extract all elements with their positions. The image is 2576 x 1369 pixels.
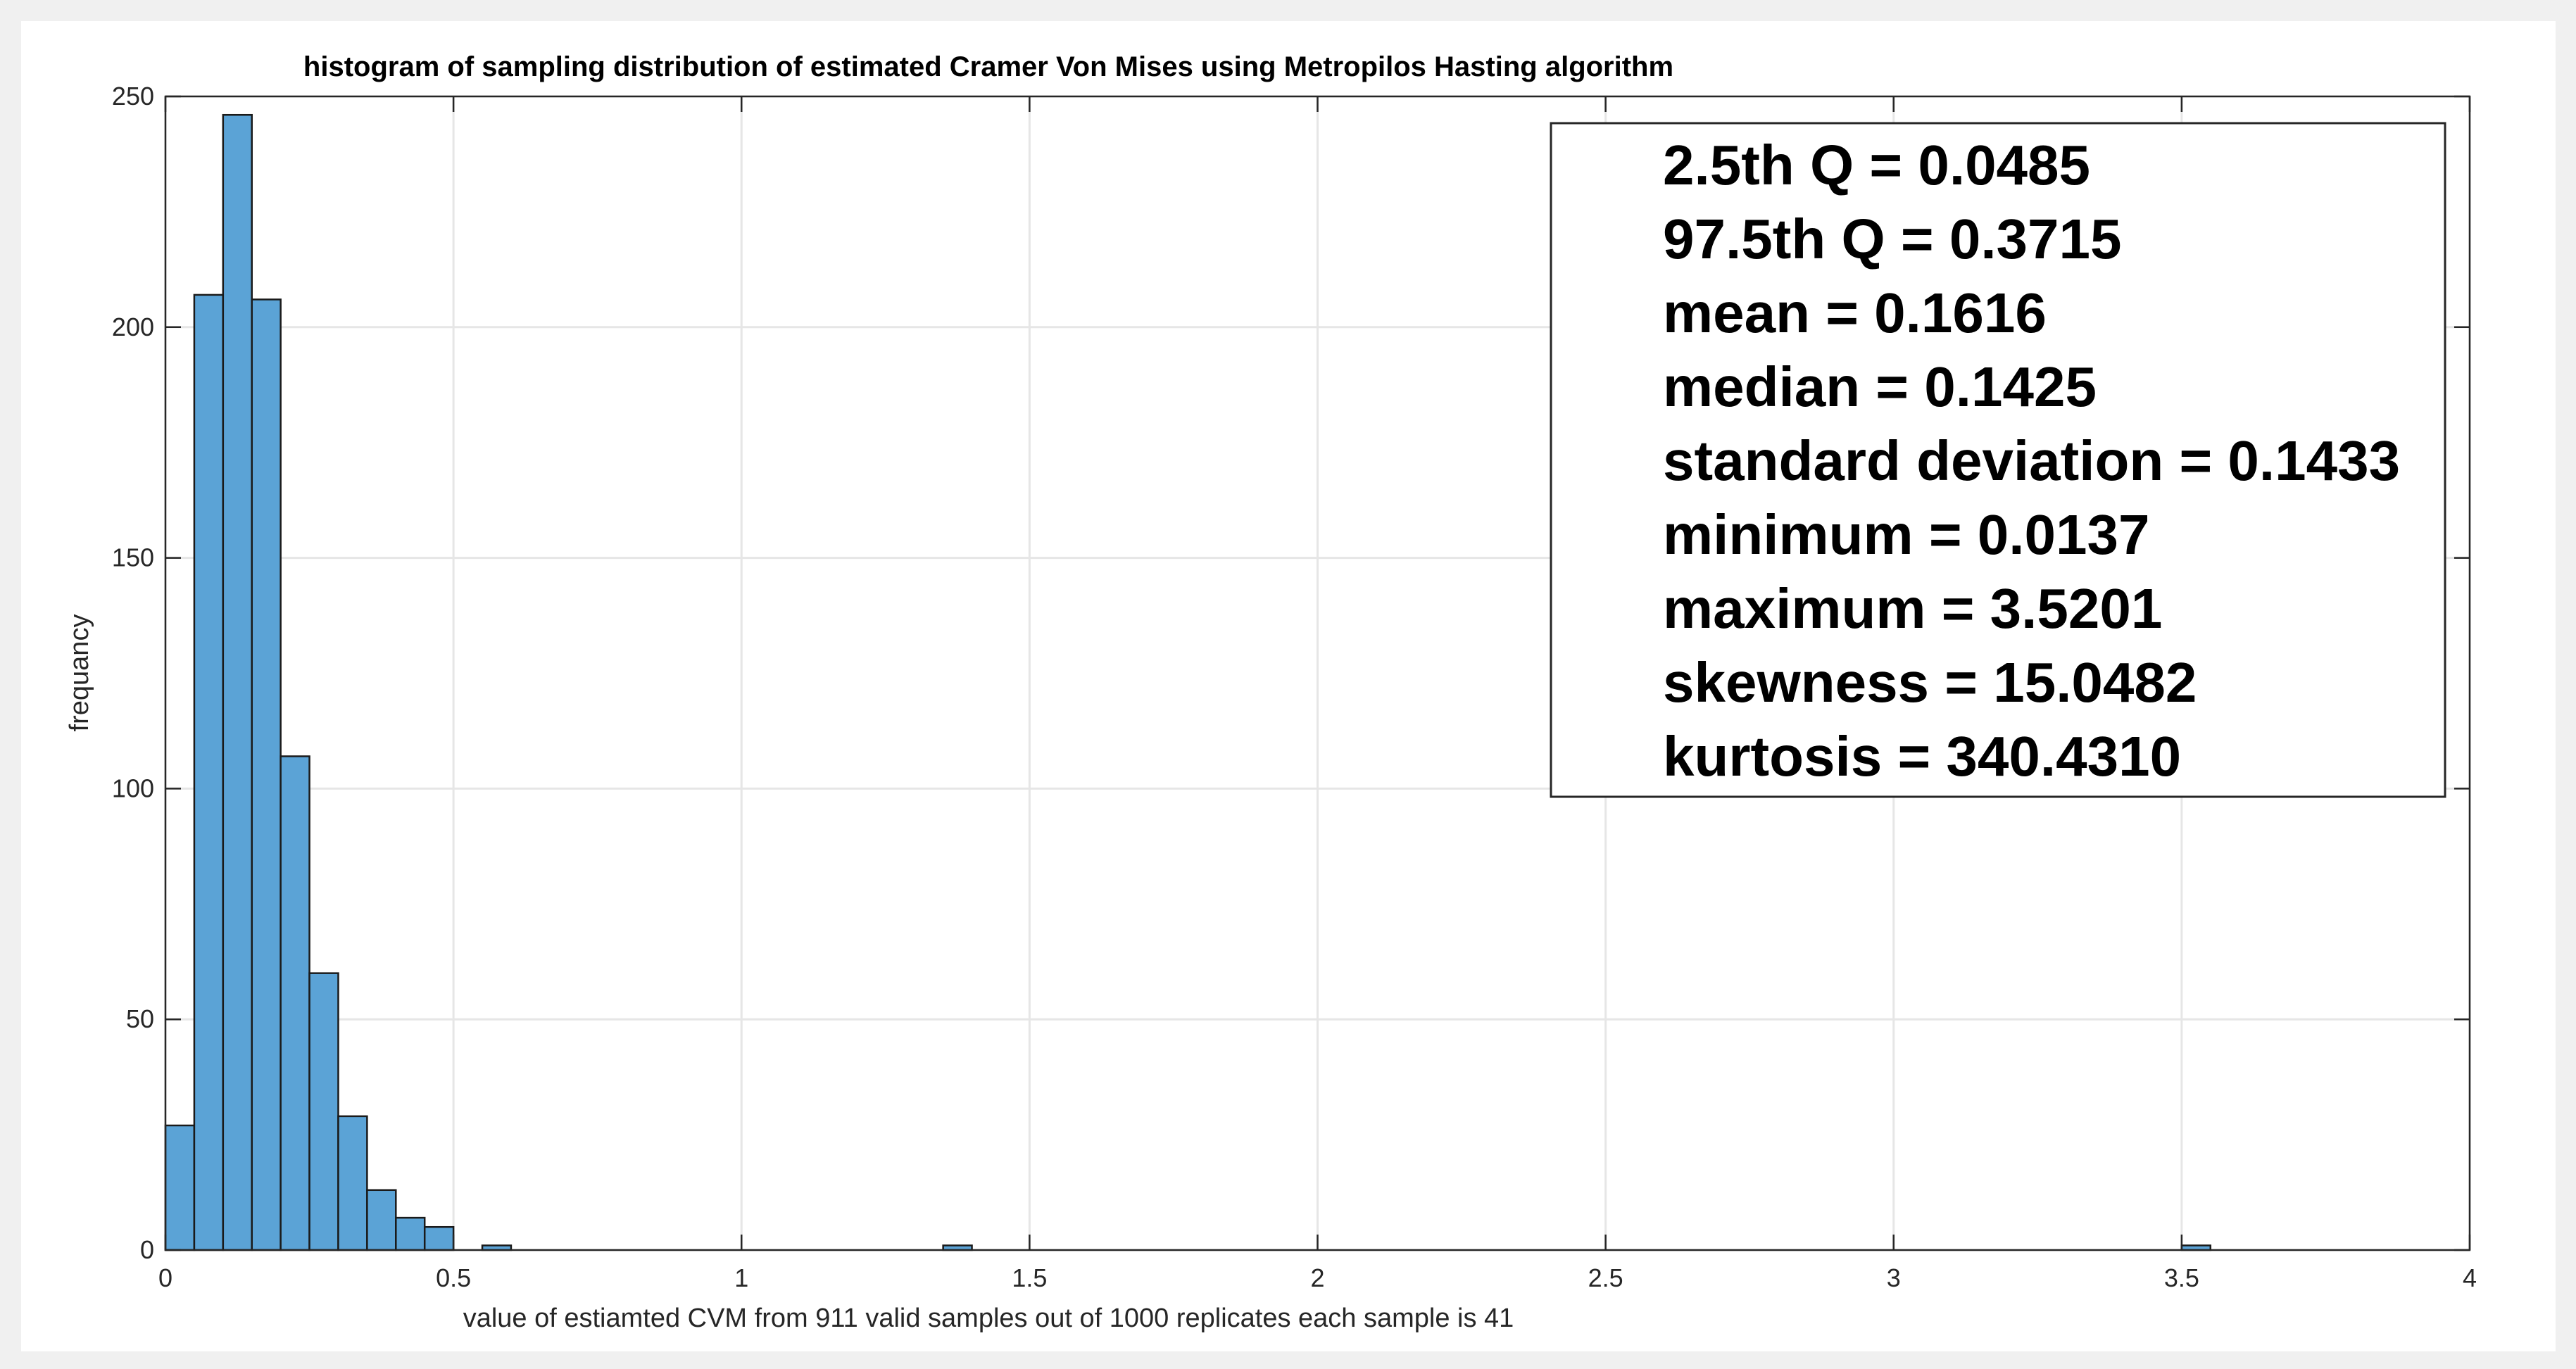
histogram-bar bbox=[395, 1216, 426, 1251]
x-tick-label: 2.5 bbox=[1588, 1263, 1623, 1292]
x-tick-label: 2 bbox=[1310, 1263, 1324, 1292]
annotation-line: median = 0.1425 bbox=[1663, 355, 2097, 418]
annotation-line: 97.5th Q = 0.3715 bbox=[1663, 208, 2122, 270]
x-tick-label: 3.5 bbox=[2164, 1263, 2199, 1292]
histogram-bar bbox=[308, 972, 339, 1251]
y-axis-label: frequancy bbox=[65, 614, 94, 732]
statistics-annotation-box: 2.5th Q = 0.0485 97.5th Q = 0.3715 mean = … bbox=[1550, 122, 2446, 798]
histogram-bar bbox=[279, 755, 310, 1251]
annotation-line: standard deviation = 0.1433 bbox=[1663, 429, 2400, 492]
histogram-bar bbox=[251, 298, 282, 1251]
histogram-bar bbox=[193, 294, 225, 1251]
y-tick-label: 100 bbox=[112, 774, 154, 802]
y-tick-label: 250 bbox=[112, 82, 154, 111]
y-tick-label: 200 bbox=[112, 313, 154, 341]
annotation-lines: 2.5th Q = 0.0485 97.5th Q = 0.3715 mean = … bbox=[1663, 134, 2400, 788]
x-tick-label: 4 bbox=[2463, 1263, 2477, 1292]
y-tick-label: 50 bbox=[126, 1004, 154, 1033]
annotation-line: 2.5th Q = 0.0485 bbox=[1663, 134, 2090, 196]
y-tick-label: 0 bbox=[140, 1235, 154, 1264]
x-tick-label: 3 bbox=[1887, 1263, 1901, 1292]
y-axis-ticks: 0 50 100 150 200 250 bbox=[112, 82, 2470, 1264]
x-axis-ticks: 0 0.5 1 1.5 2 2.5 3 3.5 4 bbox=[158, 96, 2477, 1292]
x-tick-label: 1 bbox=[734, 1263, 748, 1292]
histogram-bar bbox=[423, 1225, 455, 1251]
y-tick-label: 150 bbox=[112, 543, 154, 572]
annotation-line: skewness = 15.0482 bbox=[1663, 651, 2197, 714]
histogram-bar bbox=[164, 1124, 196, 1251]
annotation-line: minimum = 0.0137 bbox=[1663, 503, 2149, 566]
x-tick-label: 0.5 bbox=[436, 1263, 471, 1292]
x-tick-label: 0 bbox=[158, 1263, 172, 1292]
annotation-line: kurtosis = 340.4310 bbox=[1663, 725, 2181, 788]
histogram-bar bbox=[222, 113, 253, 1251]
histogram-bar bbox=[366, 1189, 397, 1251]
annotation-line: mean = 0.1616 bbox=[1663, 282, 2047, 344]
annotation-line: maximum = 3.5201 bbox=[1663, 577, 2162, 640]
chart-title: histogram of sampling distribution of es… bbox=[303, 51, 1673, 82]
x-tick-label: 1.5 bbox=[1012, 1263, 1047, 1292]
histogram-bar bbox=[337, 1115, 368, 1251]
annotation-border bbox=[1550, 122, 2446, 798]
histogram-bars bbox=[164, 113, 2212, 1251]
x-axis-label: value of estiamted CVM from 911 valid sa… bbox=[463, 1304, 1514, 1333]
